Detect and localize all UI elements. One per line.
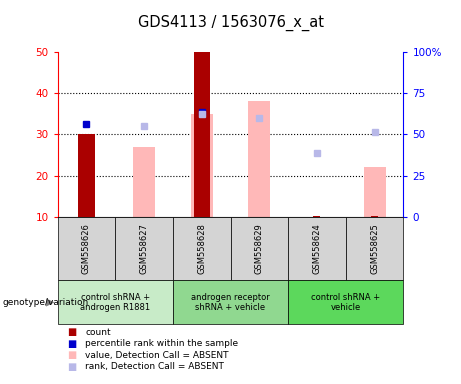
Text: rank, Detection Call = ABSENT: rank, Detection Call = ABSENT [85,362,224,371]
Text: ■: ■ [67,327,76,337]
Text: genotype/variation: genotype/variation [2,298,89,307]
Text: value, Detection Call = ABSENT: value, Detection Call = ABSENT [85,351,229,360]
Polygon shape [46,298,54,306]
Bar [194,52,210,217]
Text: count: count [85,328,111,337]
Text: control shRNA +
vehicle: control shRNA + vehicle [311,293,380,312]
Bar [248,101,270,217]
Bar [364,167,385,217]
Bar [191,114,213,217]
Text: control shRNA +
androgen R1881: control shRNA + androgen R1881 [80,293,150,312]
Text: GSM558626: GSM558626 [82,223,91,274]
Text: GSM558629: GSM558629 [255,223,264,274]
Text: ■: ■ [67,362,76,372]
Text: GSM558627: GSM558627 [140,223,148,274]
Text: ■: ■ [67,339,76,349]
Bar [133,147,155,217]
Text: GSM558624: GSM558624 [313,223,321,274]
Text: percentile rank within the sample: percentile rank within the sample [85,339,238,348]
Bar [371,216,378,217]
Text: GDS4113 / 1563076_x_at: GDS4113 / 1563076_x_at [137,15,324,31]
Text: ■: ■ [67,350,76,360]
Bar [78,134,95,217]
Text: GSM558625: GSM558625 [370,223,379,274]
Bar [313,216,320,217]
Text: GSM558628: GSM558628 [197,223,206,274]
Text: androgen receptor
shRNA + vehicle: androgen receptor shRNA + vehicle [191,293,270,312]
